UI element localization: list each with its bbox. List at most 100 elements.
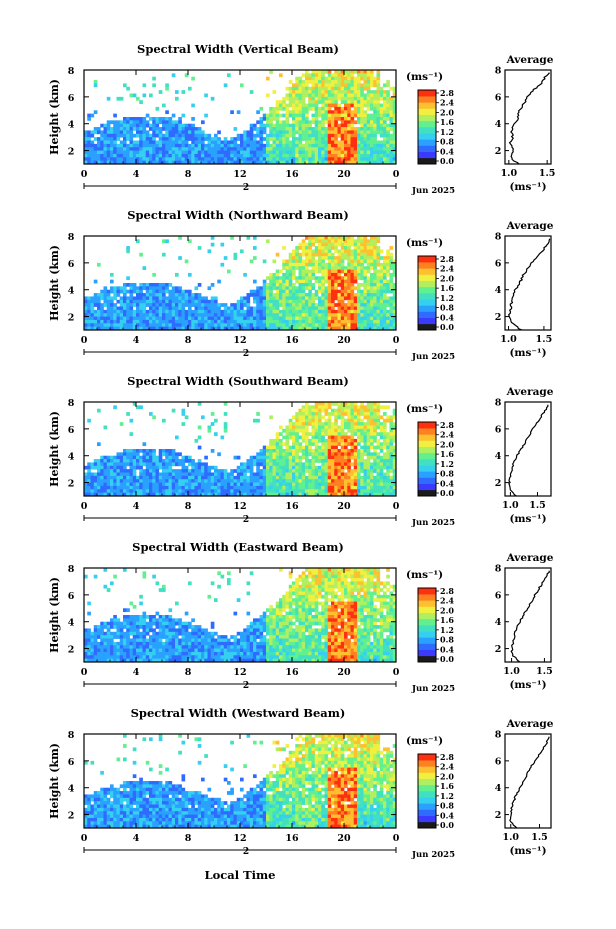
heatmap-cell	[340, 323, 345, 328]
heatmap-cell	[321, 489, 325, 494]
heatmap-cell	[204, 113, 208, 118]
heatmap-cell	[340, 133, 345, 138]
heatmap-cell	[350, 296, 355, 301]
heatmap-cell	[262, 153, 267, 158]
heatmap-cell	[269, 272, 273, 277]
heatmap-cell	[389, 252, 394, 257]
heatmap-cell	[243, 147, 247, 151]
heatmap-cell	[292, 313, 296, 317]
heatmap-cell	[344, 472, 348, 477]
heatmap-cell	[272, 140, 277, 145]
heatmap-cell	[311, 469, 316, 473]
heatmap-cell	[116, 293, 121, 297]
heatmap-cell	[288, 259, 293, 264]
heatmap-cell	[152, 306, 156, 311]
heatmap-cell	[220, 479, 225, 483]
heatmap-cell	[165, 485, 169, 490]
heatmap-cell	[318, 76, 322, 81]
heatmap-cell	[158, 462, 163, 467]
heatmap-cell	[149, 303, 153, 307]
heatmap-cell	[279, 465, 283, 470]
heatmap-cell	[181, 465, 186, 470]
heatmap-cell	[181, 90, 186, 94]
heatmap-cell	[318, 106, 322, 111]
heatmap-cell	[301, 323, 306, 328]
heatmap-cell	[243, 323, 247, 328]
heatmap-cell	[389, 272, 394, 277]
heatmap-cell	[321, 485, 325, 490]
heatmap-cell	[103, 137, 108, 141]
heatmap-cell	[285, 469, 290, 473]
heatmap-cell	[119, 469, 124, 473]
heatmap-cell	[145, 153, 150, 158]
heatmap-cell	[194, 482, 199, 487]
heatmap-cell	[285, 266, 290, 270]
heatmap-cell	[298, 475, 303, 480]
heatmap-cell	[292, 120, 296, 125]
heatmap-cell	[305, 459, 309, 463]
heatmap-cell	[282, 96, 286, 101]
heatmap-cell	[301, 133, 306, 138]
heatmap-cell	[366, 293, 371, 297]
heatmap-cell	[266, 113, 270, 118]
heatmap-cell	[337, 76, 342, 81]
heatmap-cell	[136, 313, 140, 317]
heatmap-cell	[197, 147, 202, 151]
heatmap-cell	[262, 306, 267, 311]
average-x-tick-label: 1.5	[536, 334, 553, 345]
heatmap-cell	[197, 127, 202, 131]
heatmap-cell	[340, 239, 345, 244]
heatmap-cell	[269, 130, 273, 135]
heatmap-cell	[191, 465, 195, 470]
heatmap-cell	[344, 459, 348, 463]
heatmap-cell	[142, 143, 147, 148]
heatmap-cell	[191, 326, 195, 331]
heatmap-cell	[181, 133, 186, 138]
heatmap-cell	[171, 153, 176, 158]
heatmap-cell	[324, 262, 329, 267]
heatmap-cell	[340, 93, 345, 98]
heatmap-cell	[363, 143, 368, 148]
heatmap-cell	[171, 73, 176, 78]
heatmap-cell	[353, 299, 358, 304]
heatmap-cell	[331, 425, 335, 430]
heatmap-cell	[175, 469, 179, 473]
heatmap-cell	[272, 489, 277, 494]
heatmap-cell	[318, 86, 322, 91]
heatmap-cell	[256, 462, 260, 467]
heatmap-cell	[253, 482, 257, 487]
heatmap-cell	[383, 262, 387, 267]
heatmap-cell	[155, 472, 160, 477]
heatmap-cell	[298, 489, 303, 494]
heatmap-cell	[301, 80, 306, 84]
heatmap-cell	[288, 93, 293, 98]
heatmap-cell	[357, 236, 361, 240]
heatmap-cell	[132, 299, 137, 304]
heatmap-cell	[295, 256, 299, 260]
heatmap-cell	[321, 306, 325, 311]
heatmap-cell	[321, 160, 325, 165]
heatmap-cell	[210, 96, 215, 101]
heatmap-cell	[188, 272, 192, 277]
heatmap-cell	[103, 157, 108, 162]
heatmap-cell	[298, 425, 303, 430]
heatmap-cell	[240, 137, 244, 141]
heatmap-cell	[295, 445, 299, 450]
heatmap-cell	[256, 160, 260, 165]
heatmap-cell	[145, 452, 150, 457]
heatmap-cell	[113, 316, 117, 321]
heatmap-cell	[191, 103, 195, 108]
heatmap-cell	[370, 415, 374, 420]
heatmap-cell	[214, 309, 218, 314]
heatmap-cell	[220, 309, 225, 314]
heatmap-cell	[305, 153, 309, 158]
heatmap-cell	[123, 153, 127, 158]
heatmap-cell	[350, 472, 355, 477]
heatmap-cell	[136, 309, 140, 314]
heatmap-cell	[363, 93, 368, 98]
heatmap-cell	[145, 113, 150, 118]
heatmap-cell	[295, 289, 299, 294]
heatmap-cell	[126, 412, 130, 416]
heatmap-cell	[194, 492, 199, 497]
heatmap-cell	[204, 133, 208, 138]
